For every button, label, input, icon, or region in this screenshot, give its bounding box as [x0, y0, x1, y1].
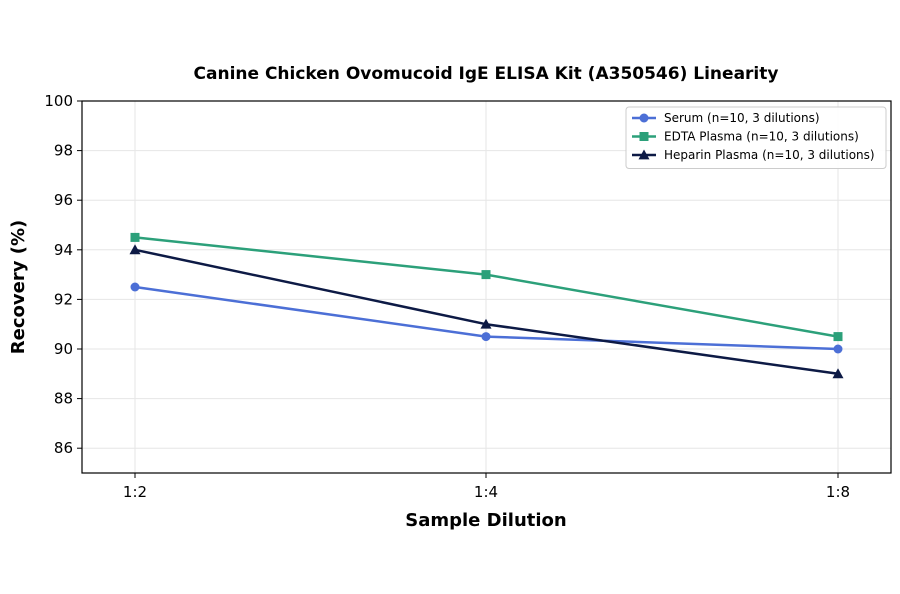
legend-item: Heparin Plasma (n=10, 3 dilutions): [632, 148, 875, 162]
series-2: [129, 244, 844, 379]
legend-item: EDTA Plasma (n=10, 3 dilutions): [632, 130, 859, 144]
x-tick-label: 1:4: [474, 483, 498, 501]
y-tick-label: 94: [54, 241, 73, 259]
y-tick-label: 98: [54, 142, 73, 160]
series-0: [130, 282, 843, 354]
legend-box: [625, 106, 887, 169]
legend-label: Heparin Plasma (n=10, 3 dilutions): [664, 148, 875, 162]
data-point: [481, 270, 491, 280]
legend-label: Serum (n=10, 3 dilutions): [664, 111, 820, 125]
data-point: [832, 368, 844, 379]
data-point: [833, 332, 843, 342]
y-tick-label: 88: [54, 390, 73, 408]
data-point: [130, 282, 140, 292]
legend-label: EDTA Plasma (n=10, 3 dilutions): [664, 130, 859, 144]
legend: Serum (n=10, 3 dilutions) EDTA Plasma (n=…: [625, 106, 887, 169]
data-point: [481, 332, 491, 342]
data-point: [833, 344, 843, 354]
y-axis: 86 88 90 92 94 96 98 100: [44, 92, 82, 457]
y-tick-label: 100: [44, 92, 73, 110]
y-axis-label: Recovery (%): [8, 220, 29, 354]
legend-swatch-marker: [638, 149, 650, 160]
data-point: [129, 244, 141, 255]
x-axis: 1:2 1:4 1:8: [123, 473, 850, 501]
y-tick-label: 86: [54, 439, 73, 457]
data-point: [130, 232, 140, 242]
x-tick-label: 1:2: [123, 483, 147, 501]
legend-swatch-marker: [639, 132, 649, 141]
x-axis-label: Sample Dilution: [405, 510, 566, 531]
y-tick-label: 90: [54, 340, 73, 358]
chart-title: Canine Chicken Ovomucoid IgE ELISA Kit (…: [194, 64, 779, 84]
legend-item: Serum (n=10, 3 dilutions): [632, 111, 820, 125]
data-point: [480, 318, 492, 329]
y-tick-label: 96: [54, 191, 73, 209]
x-tick-label: 1:8: [826, 483, 850, 501]
legend-swatch-marker: [639, 113, 649, 123]
series-layer: [129, 232, 844, 379]
y-tick-label: 92: [54, 290, 73, 308]
series-1: [130, 232, 843, 342]
